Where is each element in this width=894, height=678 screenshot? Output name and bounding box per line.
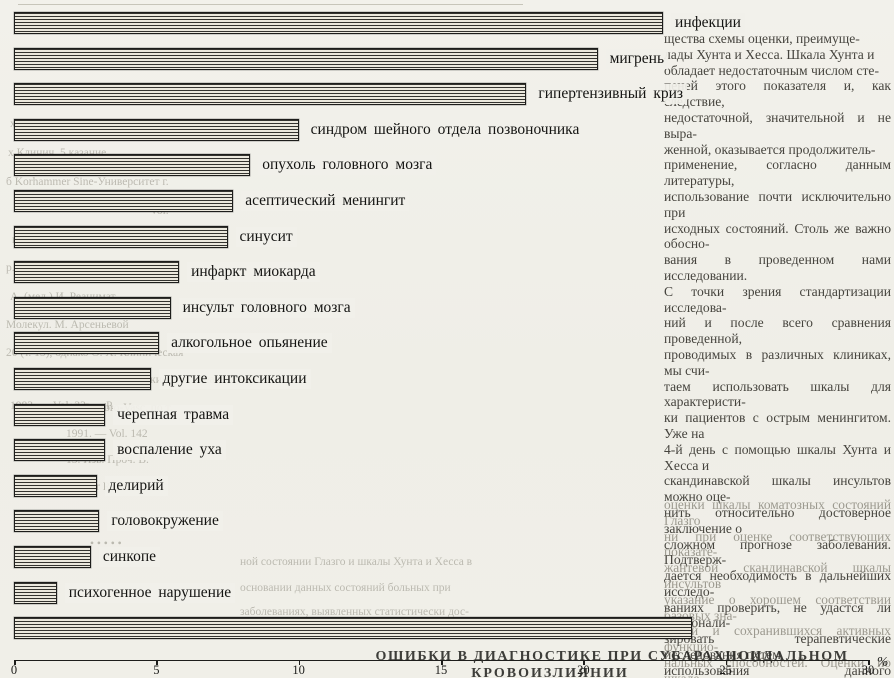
bar-label: синдром шейного отдела позвоночника <box>306 119 584 140</box>
x-axis-tick <box>868 660 870 665</box>
bar-label: другие интоксикации <box>158 369 311 389</box>
bar-label: опухоль головного мозга <box>258 155 437 176</box>
x-axis-tick-label: 25 <box>719 663 732 677</box>
right-column-line: использования данного количественного ме… <box>664 662 891 678</box>
bar-label: головокружение <box>107 511 223 532</box>
bar-label: синусит <box>235 226 297 247</box>
right-column-line: применение, согласно данным литературы, <box>664 157 891 189</box>
bar-label: алкогольное опьянение <box>167 333 332 354</box>
bar-6 <box>14 190 234 212</box>
bleed-text: 1991. — Vol. 142 <box>66 428 148 440</box>
right-column-faint: оценки шкалы коматозных состояний Глазго… <box>664 497 891 678</box>
right-column-line: женной, оказывается продолжитель- <box>664 141 876 157</box>
right-column-line: дается необходимость в дальнейших исслед… <box>664 568 891 599</box>
right-column-line: 4-й день с помощью шкалы Хунта и Хесса и <box>664 441 891 473</box>
bleed-text: б Korhammer Sine-Университет г. <box>6 176 169 188</box>
bar-11 <box>14 368 151 390</box>
x-axis-tick <box>441 660 443 665</box>
right-column-faint-line: жантевой скандинавской шкалы инсультов <box>664 560 891 591</box>
x-axis-tick-label: 15 <box>434 663 448 677</box>
right-column-line: вания в проведенном нами исследовании. <box>664 252 891 283</box>
right-column-line: нить относительно достоверное заключение… <box>664 504 891 536</box>
x-axis-tick <box>583 660 585 665</box>
x-axis-tick-label: 0 <box>10 663 18 677</box>
right-column-line: зировать терапевтические исследования пу… <box>664 631 891 663</box>
right-column-line: исходных состояний. Столь же важно обосн… <box>664 220 891 252</box>
bar-label: гипертензивный криз <box>534 84 688 105</box>
bleed-text: ной состоянии Глазго и шкалы Хунта и Хес… <box>240 556 473 568</box>
bar-1 <box>14 12 664 34</box>
bar-14 <box>14 474 97 497</box>
bar-17 <box>14 581 57 604</box>
right-column-line: ний и после всего сравнения проведенной, <box>664 315 891 347</box>
right-column-line: лады Хунта и Хесса. Шкала Хунта и <box>664 46 875 62</box>
bar-label: инсульт головного мозга <box>178 297 355 318</box>
right-column-line: сложном прогнозе заболевания. Подтверж- <box>664 536 891 568</box>
right-column-line: ки пациентов с острым менингитом. Уже на <box>664 410 891 441</box>
bar-label: мигрень <box>605 48 669 69</box>
bar-label: синкопе <box>98 547 160 567</box>
bar-7 <box>14 225 228 248</box>
x-axis-tick-label: 5 <box>153 663 160 677</box>
right-column-line: использование почти исключительно при <box>664 188 891 220</box>
figure-caption-line2: КРОВОИЗЛИЯНИИ <box>471 666 629 678</box>
right-column-faint-line: нальных способностей. Оценки по шкале <box>664 654 891 678</box>
bar-13 <box>14 439 106 462</box>
bar-label: инфаркт миокарда <box>187 262 320 283</box>
bleed-text: заболеваниях, выявленных статистически д… <box>240 606 469 618</box>
x-axis-tick <box>156 660 158 665</box>
bar-label: воспаление уха <box>113 440 226 461</box>
x-axis-tick-label: 30 <box>861 663 875 677</box>
bleed-text: основании данных состояний больных при <box>240 582 451 594</box>
bar-16 <box>14 546 91 568</box>
bar-label: инфекции <box>671 13 745 33</box>
right-column-line: проводимых в различных клиниках, мы счи- <box>664 346 891 378</box>
bar-3 <box>14 83 527 106</box>
bar-5 <box>14 154 251 177</box>
figure-caption-line1: ОШИБКИ В ДИАГНОСТИКЕ ПРИ СУБАРАХНОИДАЛЬН… <box>375 649 849 664</box>
x-axis-tick-label: 20 <box>577 663 590 677</box>
bar-label: асептический менингит <box>241 191 410 211</box>
bar-2 <box>14 47 598 70</box>
right-column-faint-line: чений и сохранившихся активных функцио- <box>664 623 891 655</box>
bleed-text: Молекул. М. Арсеньевой <box>6 319 129 331</box>
x-axis-tick <box>725 660 728 665</box>
right-column-line: обладает недостаточным числом сте- <box>664 62 879 78</box>
bar-4 <box>14 118 299 141</box>
x-axis-tick <box>14 660 16 665</box>
bar-18 <box>14 617 692 640</box>
right-column-line: С точки зрения стандартизации исследова- <box>664 283 891 315</box>
right-column: щества схемы оценки, преимуще-лады Хунта… <box>664 31 891 678</box>
right-column-line: щества схемы оценки, преимуще- <box>664 31 860 46</box>
bar-10 <box>14 332 160 355</box>
right-column-faint-line: ни при оценке соответствующих показате- <box>664 528 891 560</box>
bar-label: психогенное нарушение <box>64 582 236 603</box>
x-axis-tick <box>298 660 301 665</box>
x-axis-unit-label: % <box>877 654 889 669</box>
bar-9 <box>14 296 171 319</box>
bar-8 <box>14 261 180 284</box>
bar-label: черепная травма <box>113 404 234 425</box>
right-column-line: таем использовать шкалы для характеристи… <box>664 378 891 410</box>
right-column-line: скандинавской шкалы инсультов можно оце- <box>664 473 891 505</box>
bar-15 <box>14 510 100 533</box>
x-axis-tick-label: 10 <box>292 663 305 677</box>
bar-12 <box>14 403 106 426</box>
scan-artifact-line <box>18 4 523 5</box>
right-column-faint-line: оценки шкалы коматозных состояний Глазго <box>664 497 891 528</box>
right-column-line: недостаточной, значительной и не выра- <box>664 109 891 141</box>
bar-label: делирий <box>104 475 168 496</box>
